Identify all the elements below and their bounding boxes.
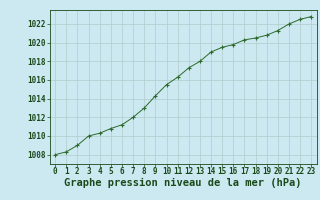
X-axis label: Graphe pression niveau de la mer (hPa): Graphe pression niveau de la mer (hPa) bbox=[64, 178, 302, 188]
